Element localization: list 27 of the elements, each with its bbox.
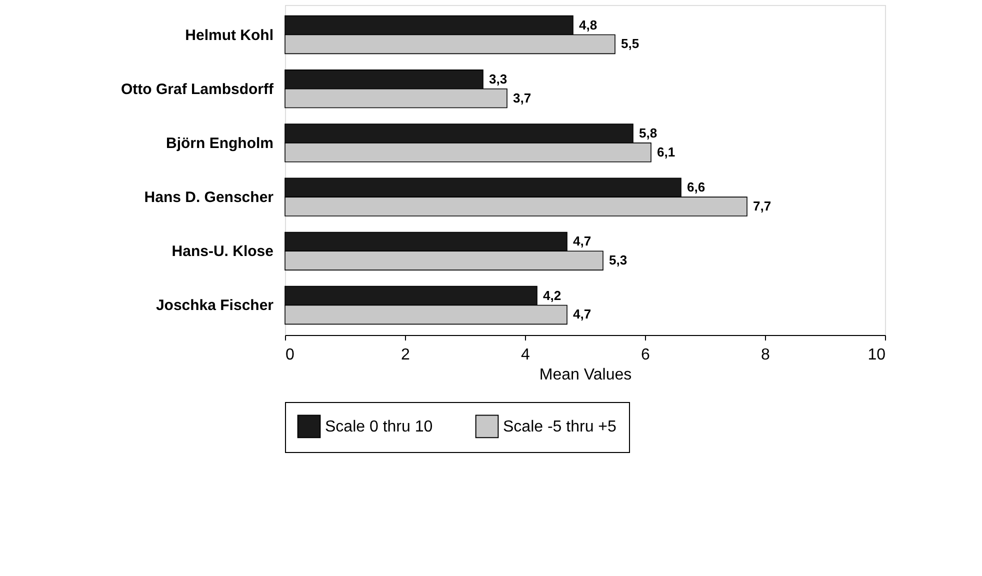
data-label: 5,8 xyxy=(639,125,658,140)
data-label: 3,3 xyxy=(489,71,508,86)
x-tick-label: 4 xyxy=(521,346,530,364)
x-tick-label: 0 xyxy=(286,346,294,364)
y-tick-label: Hans-U. Klose xyxy=(172,243,274,260)
y-tick-label: Helmut Kohl xyxy=(185,26,274,44)
x-tick-label: 6 xyxy=(641,346,650,364)
x-tick-label: 8 xyxy=(761,346,770,364)
y-tick-label: Hans D. Genscher xyxy=(144,189,274,206)
data-label: 5,5 xyxy=(621,36,640,52)
data-label: 6,6 xyxy=(687,180,706,195)
data-label: 4,7 xyxy=(573,306,592,322)
legend-label: Scale 0 thru 10 xyxy=(325,418,433,436)
y-tick-label: Otto Graf Lambsdorff xyxy=(121,80,274,98)
y-tick-label: Joschka Fischer xyxy=(156,297,274,314)
data-label: 5,3 xyxy=(609,252,628,268)
data-label: 7,7 xyxy=(753,198,772,214)
x-axis-title: Mean Values xyxy=(539,366,632,384)
data-label: 4,7 xyxy=(573,234,592,249)
data-label: 4,8 xyxy=(579,17,598,32)
legend-label: Scale -5 thru +5 xyxy=(503,418,616,436)
x-tick-label: 2 xyxy=(401,346,410,364)
data-label: 4,2 xyxy=(543,288,562,303)
data-label: 3,7 xyxy=(513,90,532,106)
x-tick-label: 10 xyxy=(868,346,886,364)
data-label: 6,1 xyxy=(657,144,676,160)
y-tick-label: Björn Engholm xyxy=(166,134,274,152)
